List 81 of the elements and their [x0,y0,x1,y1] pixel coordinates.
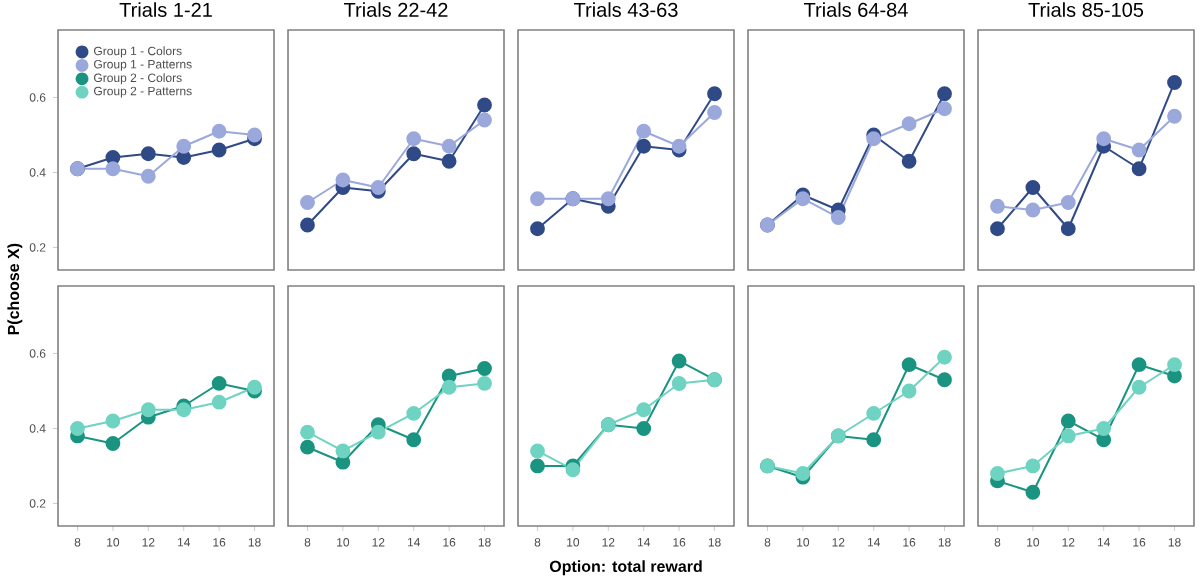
point [636,421,652,436]
point [937,372,952,388]
point [636,123,652,139]
point [406,406,422,421]
point [70,421,85,436]
chart-title: Trials 22-42 [344,2,448,17]
point [300,439,315,455]
y-axis-title: P(choose X) [7,243,23,335]
point [477,112,492,128]
chart-title: Trials 64-84 [804,2,908,17]
point [105,436,121,451]
point [937,86,952,102]
point [1060,195,1076,210]
point [1025,180,1041,195]
point [1131,357,1147,373]
point [140,402,156,418]
point [990,466,1005,481]
point [370,424,386,440]
point [1167,357,1182,373]
point [1025,458,1041,474]
point [1167,75,1182,90]
point [140,168,156,184]
point [1096,131,1112,147]
point [406,146,422,162]
point [176,138,192,154]
point [211,376,227,391]
point [211,123,227,139]
chart-title: Trials 85-105 [1028,2,1144,17]
point [866,432,882,448]
point [901,357,917,373]
point [300,195,315,210]
point [530,221,545,237]
point [636,402,652,418]
point [477,361,492,376]
point [140,146,156,162]
point [477,376,492,391]
point [1131,379,1147,395]
point [937,101,952,117]
point [671,376,687,391]
point [530,191,545,207]
point [830,210,846,225]
point [1096,421,1112,436]
x-axis-title: Option: total reward [549,560,702,576]
point [866,406,882,421]
point [530,443,545,459]
point [406,131,422,147]
point [1131,161,1147,177]
point [600,191,616,207]
point [901,116,917,132]
point [105,413,121,429]
point [477,97,492,113]
point [441,138,457,154]
point [105,161,121,177]
point [636,138,652,154]
point [211,142,227,158]
point [406,432,422,448]
point [1060,413,1076,429]
point [441,379,457,395]
point [1060,221,1076,237]
point [1025,202,1041,218]
point [707,86,722,102]
point [530,458,545,474]
point [335,172,351,188]
point [1131,142,1147,158]
point [335,443,351,459]
point [1167,108,1182,124]
point [1060,428,1076,444]
point [990,221,1005,237]
chart-title: Trials 1-21 [119,2,212,17]
point [901,383,917,399]
point [211,394,227,410]
point [441,153,457,169]
point [990,198,1005,214]
point [707,105,722,120]
point [937,349,952,365]
point [901,153,917,169]
point [300,424,315,440]
point [1025,484,1041,500]
chart-title: Trials 43-63 [574,2,678,17]
point [671,353,687,369]
point [300,217,315,233]
